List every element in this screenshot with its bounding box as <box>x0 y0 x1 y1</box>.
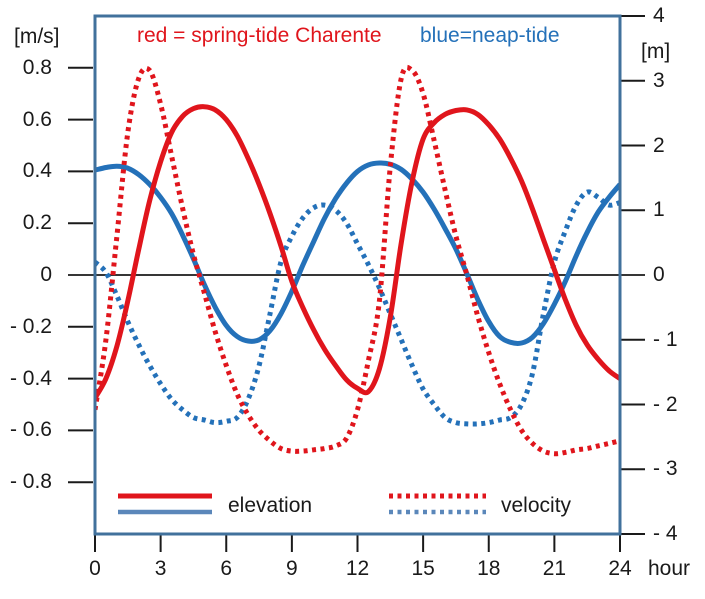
left-axis-tick-label: 0.6 <box>22 107 52 131</box>
right-axis-unit-label: [m] <box>641 40 671 63</box>
right-axis-tick-label: - 1 <box>653 327 678 351</box>
x-axis-tick-label: 6 <box>220 557 233 580</box>
right-axis-tick-label: 4 <box>653 4 665 27</box>
right-axis-tick-label: 1 <box>653 198 665 222</box>
x-axis-tick-label: 24 <box>608 557 632 580</box>
left-axis-tick-label: - 0.6 <box>9 418 52 442</box>
x-axis-tick-label: 3 <box>154 557 167 580</box>
right-axis-tick-label: - 2 <box>653 392 678 416</box>
curve-spring-velocity <box>96 64 619 457</box>
plot-frame <box>93 14 622 536</box>
left-axis-tick-label: - 0.8 <box>9 470 52 494</box>
left-axis-unit-label: [m/s] <box>14 25 60 48</box>
right-axis-tick-label: 3 <box>653 68 665 92</box>
x-axis-tick-label: 0 <box>89 557 101 580</box>
right-axis-tick-label: 2 <box>653 133 665 157</box>
x-axis-tick-label: 21 <box>542 557 567 580</box>
curve-neap-elevation <box>96 160 619 346</box>
curve-neap-velocity <box>96 189 619 427</box>
right-axis-tick-label: - 3 <box>653 457 678 481</box>
left-axis-tick-label: - 0.2 <box>9 314 52 338</box>
neap-tide-title: blue=neap-tide <box>420 24 560 47</box>
left-axis-tick-label: 0.8 <box>22 55 52 79</box>
x-axis-tick-label: 9 <box>286 557 298 580</box>
left-axis-tick-label: 0.4 <box>22 159 52 183</box>
legend-label-velocity: velocity <box>501 494 572 517</box>
x-axis-tick-label: 18 <box>477 557 501 580</box>
spring-tide-title: red = spring-tide Charente <box>137 24 382 47</box>
x-axis-tick-label: 12 <box>345 557 370 580</box>
right-axis-tick-label: 0 <box>653 263 665 286</box>
left-axis-tick-label: 0 <box>40 263 52 286</box>
left-axis-tick-label: 0.2 <box>22 211 52 235</box>
curve-spring-elevation <box>96 104 619 400</box>
x-axis-tick-label: 15 <box>411 557 435 580</box>
left-axis-tick-label: - 0.4 <box>9 366 52 390</box>
legend-label-elevation: elevation <box>228 494 313 517</box>
right-axis-tick-label: - 4 <box>653 522 678 545</box>
x-axis-unit-label: hour <box>648 557 691 580</box>
